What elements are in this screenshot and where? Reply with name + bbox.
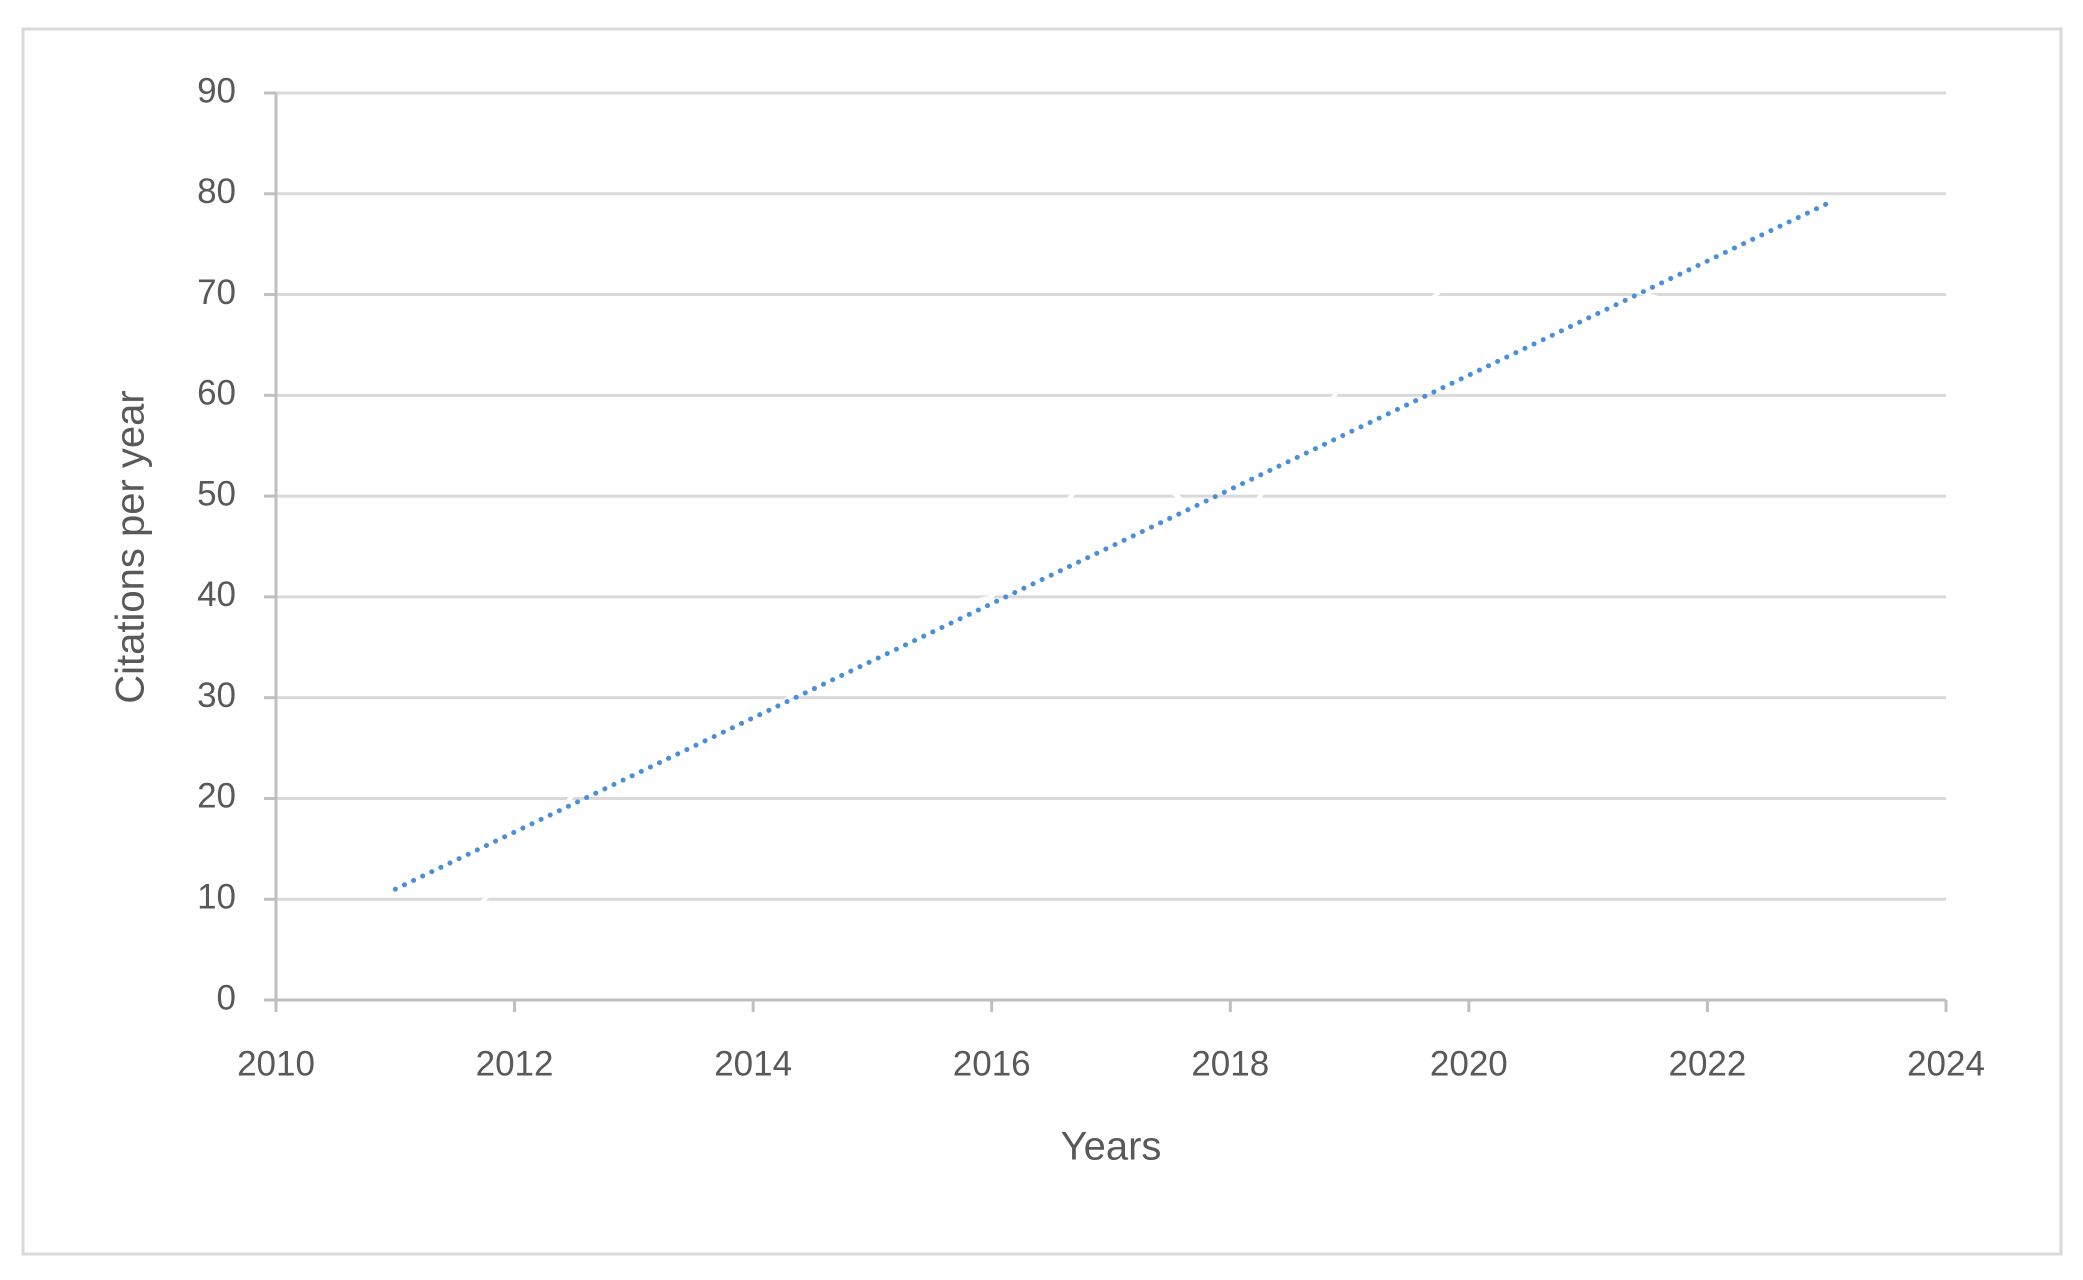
series-line [393,262,1828,992]
y-tick-label: 60 [197,374,236,413]
x-tick-label: 2014 [714,1044,792,1083]
series-line [392,201,1830,892]
y-tick-label: 30 [197,676,236,715]
y-tick-label: 0 [217,978,236,1017]
x-tick-label: 2020 [1430,1044,1508,1083]
x-axis-title: Years [1061,1125,1162,1169]
chart-frame [21,27,2063,1256]
x-tick-label: 2022 [1668,1044,1746,1083]
x-tick-label: 2016 [953,1044,1031,1083]
y-tick-label: 90 [197,71,236,110]
x-tick-label: 2010 [237,1044,315,1083]
y-axis-title: Citations per year [109,390,153,703]
x-tick-label: 2018 [1191,1044,1269,1083]
y-tick-label: 70 [197,273,236,312]
x-tick-label: 2012 [476,1044,554,1083]
y-tick-label: 10 [197,877,236,916]
x-tick-label: 2024 [1907,1044,1985,1083]
y-tick-label: 50 [197,474,236,513]
y-tick-label: 40 [197,575,236,614]
y-tick-label: 80 [197,172,236,211]
y-tick-label: 20 [197,777,236,816]
